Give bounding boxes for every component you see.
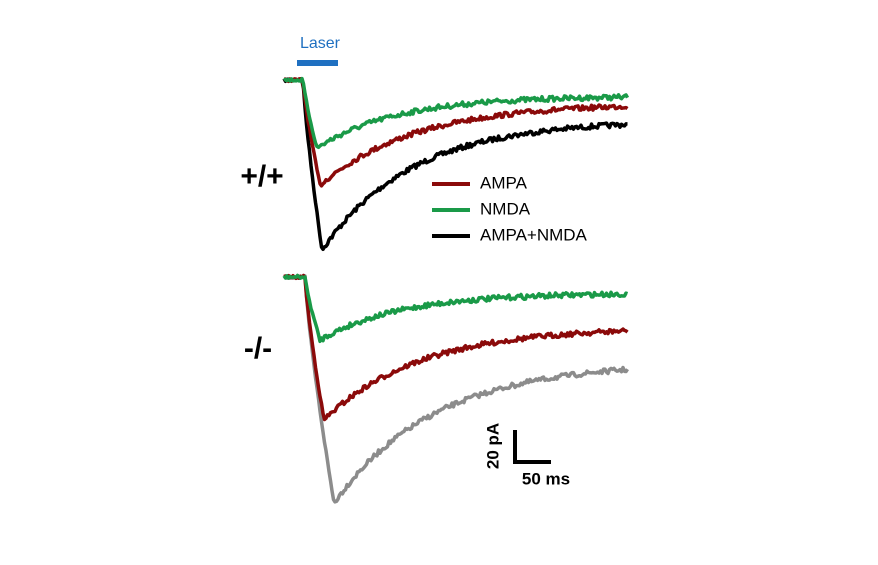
traces [282,76,630,504]
scale-bar [513,430,551,464]
trace [282,76,630,150]
scale-bar-label: 20 pA [483,423,502,469]
genotype-label: -/- [244,332,272,365]
trace [283,76,629,188]
trace [282,273,629,344]
trace [283,273,629,422]
legend-label: NMDA [480,199,531,218]
legend-label: AMPA+NMDA [480,225,588,244]
legend: AMPA NMDA AMPA+NMDA [432,173,588,244]
genotype-label: +/+ [240,160,283,193]
trace [283,273,629,504]
trace [282,77,628,252]
laser-label: Laser [300,35,341,52]
laser-bar [297,60,338,66]
scale-bar-label: 50 ms [522,469,570,488]
legend-label: AMPA [480,173,528,192]
